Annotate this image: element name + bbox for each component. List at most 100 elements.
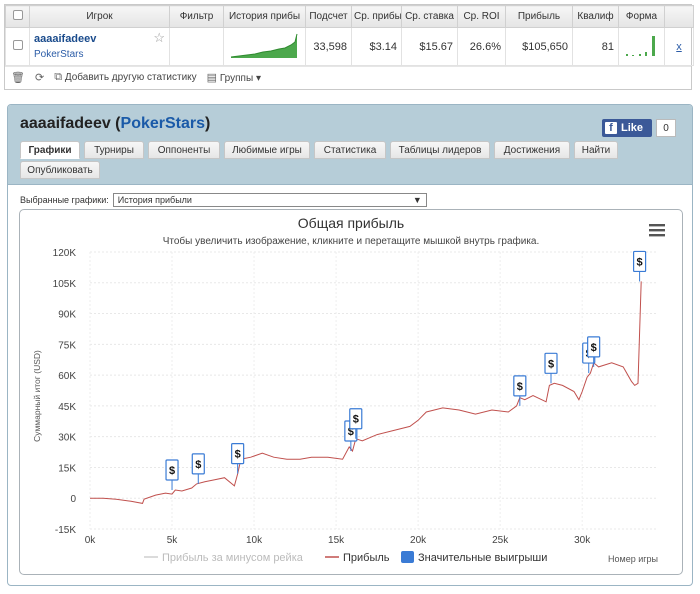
avg-stake-cell: $15.67 — [401, 27, 458, 66]
tab-find[interactable]: Найти — [574, 141, 618, 159]
avg-profit-cell: $3.14 — [351, 27, 402, 66]
column-header-avg-roi[interactable]: Ср. ROI — [457, 5, 506, 28]
big-win-marker[interactable]: $ — [349, 408, 363, 439]
row-checkbox[interactable] — [12, 40, 23, 50]
profile-close-paren: ) — [205, 115, 211, 132]
y-tick-label: -15K — [55, 525, 76, 536]
tab-charts[interactable]: Графики — [20, 141, 80, 159]
big-win-marker-label: $ — [637, 256, 643, 268]
chart-legend: Прибыль за минусом рейка Прибыль Значите… — [144, 551, 547, 564]
x-tick-label: 5k — [167, 535, 179, 546]
tab-achievements[interactable]: Достижения — [494, 141, 570, 159]
chart-select-row: Выбранные графики: История прибыли ▼ — [20, 193, 427, 207]
y-tick-label: 75K — [58, 340, 76, 351]
big-win-marker[interactable]: $ — [632, 250, 647, 282]
qualif-cell: 81 — [572, 27, 619, 66]
profit-cell: $105,650 — [505, 27, 573, 66]
groups-dropdown[interactable]: ▤ Группы ▾ — [207, 71, 261, 84]
tab-opponents[interactable]: Оппоненты — [148, 141, 220, 159]
facebook-like-label: Like — [621, 122, 644, 134]
facebook-like-button[interactable]: f Like — [602, 119, 652, 137]
y-tick-label: 30K — [58, 433, 76, 444]
groups-label: Группы — [219, 73, 254, 84]
big-win-marker-label: $ — [353, 414, 359, 426]
big-win-marker[interactable]: $ — [191, 453, 205, 484]
player-stats-panel: Игрок Фильтр История прибы Подсчет Ср. п… — [4, 4, 694, 90]
y-axis-title: Суммарный итог (USD) — [32, 350, 42, 442]
big-win-marker-label: $ — [169, 465, 175, 477]
big-win-marker-label: $ — [548, 358, 554, 370]
big-win-marker[interactable]: $ — [587, 336, 601, 367]
chart-title: Общая прибыль — [298, 215, 404, 231]
y-tick-label: 0 — [70, 494, 76, 505]
x-tick-label: 25k — [492, 535, 509, 546]
y-tick-label: 120K — [53, 248, 77, 259]
tab-favorite-games[interactable]: Любимые игры — [224, 141, 310, 159]
big-win-marker-label: $ — [235, 449, 241, 461]
profit-history-sparkline — [230, 33, 298, 58]
tab-tournaments[interactable]: Турниры — [84, 141, 144, 159]
player-cell: aaaaifadeev PokerStars ☆ — [29, 27, 170, 66]
big-win-marker-label: $ — [348, 426, 354, 438]
count-cell: 33,598 — [305, 27, 352, 66]
tab-publish[interactable]: Опубликовать — [20, 161, 100, 179]
select-all-header[interactable] — [5, 5, 30, 28]
legend-label-big-wins[interactable]: Значительные выигрыши — [418, 552, 547, 564]
profit-chart[interactable]: -15K 0 15K 30K 45K 60K 75K 90K 105K 120K 0k 5k 10k 15… — [20, 210, 682, 574]
y-tick-label: 45K — [58, 402, 76, 413]
chevron-down-icon: ▾ — [255, 73, 261, 84]
series-line-profit — [90, 281, 642, 504]
select-all-checkbox[interactable] — [12, 10, 23, 20]
column-header-remove — [664, 5, 694, 28]
big-win-marker[interactable]: $ — [231, 443, 245, 474]
facebook-icon: f — [605, 122, 617, 134]
add-stats-button[interactable]: ⧉ Добавить другую статистику — [54, 71, 196, 84]
y-tick-label: 60K — [58, 371, 76, 382]
profile-site-link[interactable]: PokerStars — [120, 115, 206, 132]
profit-history-cell — [223, 27, 306, 66]
column-header-player[interactable]: Игрок — [29, 5, 170, 28]
player-profile-panel: aaaaifadeev (PokerStars) f Like 0 Графики… — [7, 104, 693, 586]
column-header-avg-profit[interactable]: Ср. прибы — [351, 5, 402, 28]
profile-open-paren: ( — [110, 115, 121, 132]
player-site-link[interactable]: PokerStars — [34, 49, 84, 60]
player-stats-table: Игрок Фильтр История прибы Подсчет Ср. п… — [5, 5, 694, 66]
big-win-marker[interactable]: $ — [165, 459, 179, 491]
refresh-icon[interactable]: ⟳ — [34, 72, 45, 84]
legend-label-profit[interactable]: Прибыль — [343, 552, 390, 564]
x-tick-label: 15k — [328, 535, 345, 546]
column-header-profit-history[interactable]: История прибы — [223, 5, 306, 28]
column-header-filter[interactable]: Фильтр — [169, 5, 224, 28]
chart-subtitle: Чтобы увеличить изображение, кликните и … — [163, 235, 540, 247]
tab-statistics[interactable]: Статистика — [314, 141, 386, 159]
trash-icon[interactable]: 🗑 — [11, 72, 25, 84]
form-cell — [618, 27, 665, 66]
column-header-form[interactable]: Форма — [618, 5, 665, 28]
big-win-marker[interactable]: $ — [513, 375, 527, 406]
profile-player-name: aaaaifadeev — [20, 115, 111, 132]
column-header-profit[interactable]: Прибыль — [505, 5, 573, 28]
y-tick-label: 105K — [53, 279, 77, 290]
column-header-count[interactable]: Подсчет — [305, 5, 352, 28]
chart-type-value: История прибыли — [117, 195, 192, 205]
favorite-star-icon[interactable]: ☆ — [153, 30, 165, 45]
remove-player-link[interactable]: x — [664, 27, 694, 66]
legend-swatch-big-wins — [401, 551, 414, 563]
y-tick-label: 90K — [58, 310, 76, 321]
column-header-qualif[interactable]: Квалиф — [572, 5, 619, 28]
filter-cell — [169, 27, 224, 66]
x-tick-label: 30k — [574, 535, 591, 546]
player-name-link[interactable]: aaaaifadeev — [34, 33, 97, 45]
copy-icon: ⧉ — [54, 71, 63, 83]
x-tick-label: 10k — [246, 535, 263, 546]
legend-label-rake[interactable]: Прибыль за минусом рейка — [162, 552, 304, 564]
tab-leaderboards[interactable]: Таблицы лидеров — [390, 141, 490, 159]
chart-menu-icon[interactable] — [649, 224, 665, 237]
big-win-marker[interactable]: $ — [544, 352, 558, 384]
select-arrow-icon: ▼ — [412, 195, 422, 205]
column-header-avg-stake[interactable]: Ср. ставка — [401, 5, 458, 28]
row-select-cell[interactable] — [5, 27, 30, 66]
table-toolbar: 🗑 ⟳ ⧉ Добавить другую статистику ▤ Групп… — [5, 66, 691, 88]
profit-chart-container[interactable]: -15K 0 15K 30K 45K 60K 75K 90K 105K 120K 0k 5k 10k 15… — [19, 209, 683, 575]
chart-type-select[interactable]: История прибыли ▼ — [112, 193, 427, 207]
